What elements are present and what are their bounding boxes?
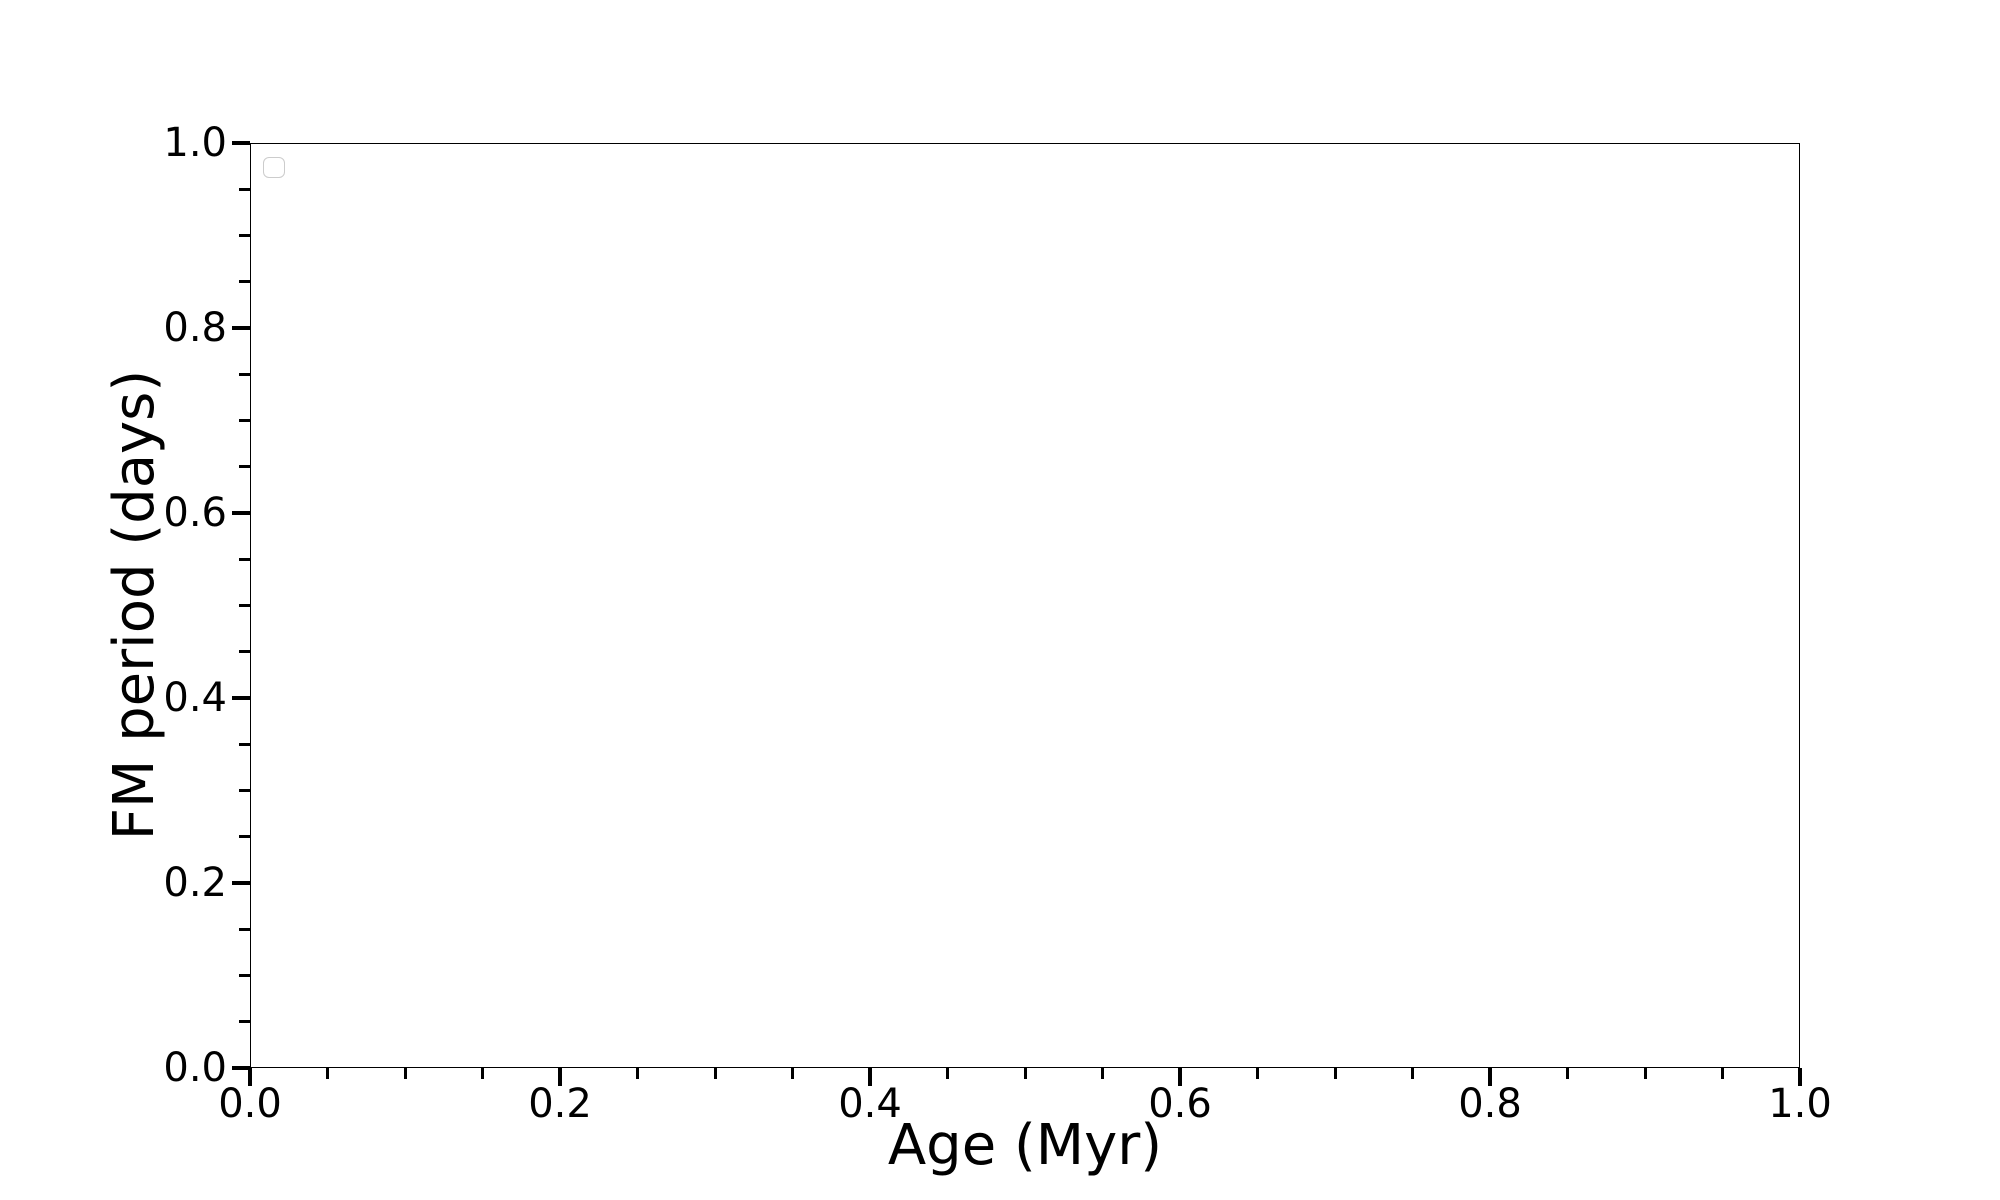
y-tick-label: 0.2	[163, 860, 227, 906]
x-minor-tick	[326, 1068, 329, 1079]
y-minor-tick	[239, 419, 250, 422]
x-minor-tick	[1023, 1068, 1027, 1079]
x-minor-tick	[1643, 1068, 1647, 1079]
x-major-tick	[1178, 1068, 1182, 1086]
x-major-tick	[1798, 1068, 1802, 1086]
y-minor-tick	[239, 1020, 250, 1024]
y-minor-tick	[239, 372, 250, 376]
x-minor-tick	[403, 1068, 407, 1079]
y-minor-tick	[239, 742, 250, 746]
x-major-tick	[248, 1068, 252, 1086]
y-minor-tick	[239, 789, 250, 792]
y-major-tick	[232, 326, 250, 330]
y-axis-label: FM period (days)	[102, 369, 167, 841]
y-tick-label: 0.0	[163, 1045, 227, 1091]
y-minor-tick	[239, 234, 250, 237]
y-tick-label: 0.6	[163, 490, 227, 536]
x-tick-label: 0.8	[1458, 1081, 1522, 1127]
y-minor-tick	[239, 974, 250, 977]
x-minor-tick	[1566, 1068, 1569, 1079]
x-minor-tick	[946, 1068, 949, 1079]
x-major-tick	[868, 1068, 872, 1086]
x-axis-label: Age (Myr)	[887, 1113, 1163, 1178]
y-tick-label: 0.8	[163, 305, 227, 351]
x-tick-label: 0.4	[838, 1081, 902, 1127]
x-minor-tick	[1256, 1068, 1259, 1079]
y-minor-tick	[239, 187, 250, 191]
legend-box	[263, 157, 285, 178]
x-minor-tick	[1101, 1068, 1104, 1079]
x-tick-label: 0.0	[218, 1081, 282, 1127]
x-major-tick	[558, 1068, 562, 1086]
x-minor-tick	[1333, 1068, 1337, 1079]
y-major-tick	[232, 511, 250, 515]
plot-area	[250, 143, 1800, 1068]
y-minor-tick	[239, 650, 250, 654]
y-major-tick	[232, 696, 250, 700]
y-minor-tick	[239, 465, 250, 469]
x-tick-label: 0.2	[528, 1081, 592, 1127]
x-minor-tick	[481, 1068, 484, 1079]
y-minor-tick	[239, 835, 250, 839]
y-major-tick	[232, 1066, 250, 1070]
y-minor-tick	[239, 604, 250, 607]
x-minor-tick	[1721, 1068, 1724, 1079]
x-tick-label: 0.6	[1148, 1081, 1212, 1127]
y-minor-tick	[239, 557, 250, 561]
x-minor-tick	[791, 1068, 794, 1079]
y-tick-label: 1.0	[163, 120, 227, 166]
y-minor-tick	[239, 280, 250, 284]
x-minor-tick	[713, 1068, 717, 1079]
x-minor-tick	[1411, 1068, 1414, 1079]
y-tick-label: 0.4	[163, 675, 227, 721]
y-major-tick	[232, 881, 250, 885]
y-major-tick	[232, 141, 250, 145]
x-major-tick	[1488, 1068, 1492, 1086]
x-tick-label: 1.0	[1768, 1081, 1832, 1127]
y-minor-tick	[239, 927, 250, 931]
x-minor-tick	[636, 1068, 639, 1079]
